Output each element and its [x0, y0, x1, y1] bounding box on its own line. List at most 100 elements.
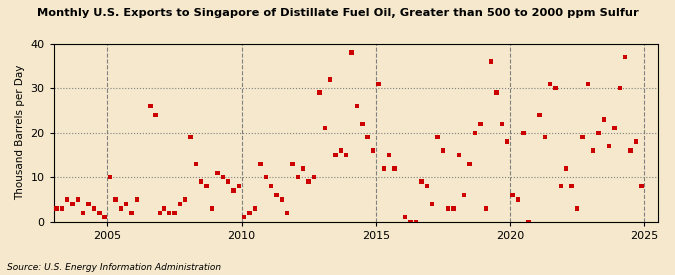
- Point: [110, 197, 121, 202]
- Point: [319, 126, 330, 130]
- Point: [496, 122, 507, 126]
- Point: [56, 206, 67, 211]
- Point: [599, 117, 610, 122]
- Point: [432, 135, 443, 139]
- Point: [99, 215, 110, 219]
- Point: [588, 148, 599, 153]
- Point: [427, 202, 437, 206]
- Point: [604, 144, 615, 148]
- Point: [512, 197, 523, 202]
- Point: [281, 211, 292, 215]
- Point: [83, 202, 94, 206]
- Point: [126, 211, 137, 215]
- Point: [276, 197, 287, 202]
- Text: Source: U.S. Energy Information Administration: Source: U.S. Energy Information Administ…: [7, 263, 221, 272]
- Point: [174, 202, 185, 206]
- Point: [94, 211, 105, 215]
- Point: [389, 166, 400, 170]
- Point: [620, 55, 630, 59]
- Point: [577, 135, 588, 139]
- Point: [566, 184, 577, 188]
- Point: [132, 197, 142, 202]
- Point: [357, 122, 368, 126]
- Y-axis label: Thousand Barrels per Day: Thousand Barrels per Day: [15, 65, 25, 200]
- Point: [61, 197, 72, 202]
- Point: [88, 206, 99, 211]
- Point: [185, 135, 196, 139]
- Point: [443, 206, 454, 211]
- Point: [292, 175, 303, 179]
- Point: [448, 206, 459, 211]
- Point: [481, 206, 491, 211]
- Point: [78, 211, 88, 215]
- Point: [335, 148, 346, 153]
- Point: [400, 215, 410, 219]
- Point: [51, 206, 62, 211]
- Point: [234, 184, 244, 188]
- Point: [250, 206, 261, 211]
- Point: [121, 202, 132, 206]
- Point: [379, 166, 389, 170]
- Point: [561, 166, 572, 170]
- Point: [550, 86, 561, 90]
- Point: [523, 219, 534, 224]
- Point: [556, 184, 566, 188]
- Point: [341, 153, 352, 157]
- Point: [352, 104, 362, 108]
- Point: [303, 180, 314, 184]
- Point: [164, 211, 175, 215]
- Point: [486, 59, 497, 64]
- Point: [266, 184, 277, 188]
- Point: [201, 184, 212, 188]
- Point: [459, 193, 470, 197]
- Point: [190, 162, 201, 166]
- Point: [507, 193, 518, 197]
- Point: [217, 175, 228, 179]
- Point: [421, 184, 432, 188]
- Point: [593, 131, 604, 135]
- Point: [67, 202, 78, 206]
- Point: [308, 175, 319, 179]
- Point: [384, 153, 395, 157]
- Point: [625, 148, 636, 153]
- Point: [346, 50, 357, 55]
- Point: [212, 170, 223, 175]
- Point: [151, 113, 161, 117]
- Point: [572, 206, 583, 211]
- Point: [325, 77, 335, 82]
- Point: [405, 219, 416, 224]
- Point: [373, 82, 384, 86]
- Point: [180, 197, 190, 202]
- Point: [228, 188, 239, 193]
- Point: [115, 206, 126, 211]
- Point: [539, 135, 550, 139]
- Point: [518, 131, 529, 135]
- Point: [155, 211, 165, 215]
- Point: [475, 122, 486, 126]
- Point: [368, 148, 379, 153]
- Point: [196, 180, 207, 184]
- Point: [464, 162, 475, 166]
- Point: [261, 175, 271, 179]
- Point: [298, 166, 308, 170]
- Point: [410, 219, 421, 224]
- Point: [287, 162, 298, 166]
- Text: Monthly U.S. Exports to Singapore of Distillate Fuel Oil, Greater than 500 to 20: Monthly U.S. Exports to Singapore of Dis…: [36, 8, 639, 18]
- Point: [470, 131, 481, 135]
- Point: [207, 206, 217, 211]
- Point: [223, 180, 234, 184]
- Point: [534, 113, 545, 117]
- Point: [583, 82, 593, 86]
- Point: [636, 184, 647, 188]
- Point: [159, 206, 169, 211]
- Point: [145, 104, 156, 108]
- Point: [239, 215, 250, 219]
- Point: [609, 126, 620, 130]
- Point: [72, 197, 83, 202]
- Point: [255, 162, 266, 166]
- Point: [244, 211, 255, 215]
- Point: [105, 175, 115, 179]
- Point: [314, 90, 325, 95]
- Point: [437, 148, 448, 153]
- Point: [614, 86, 625, 90]
